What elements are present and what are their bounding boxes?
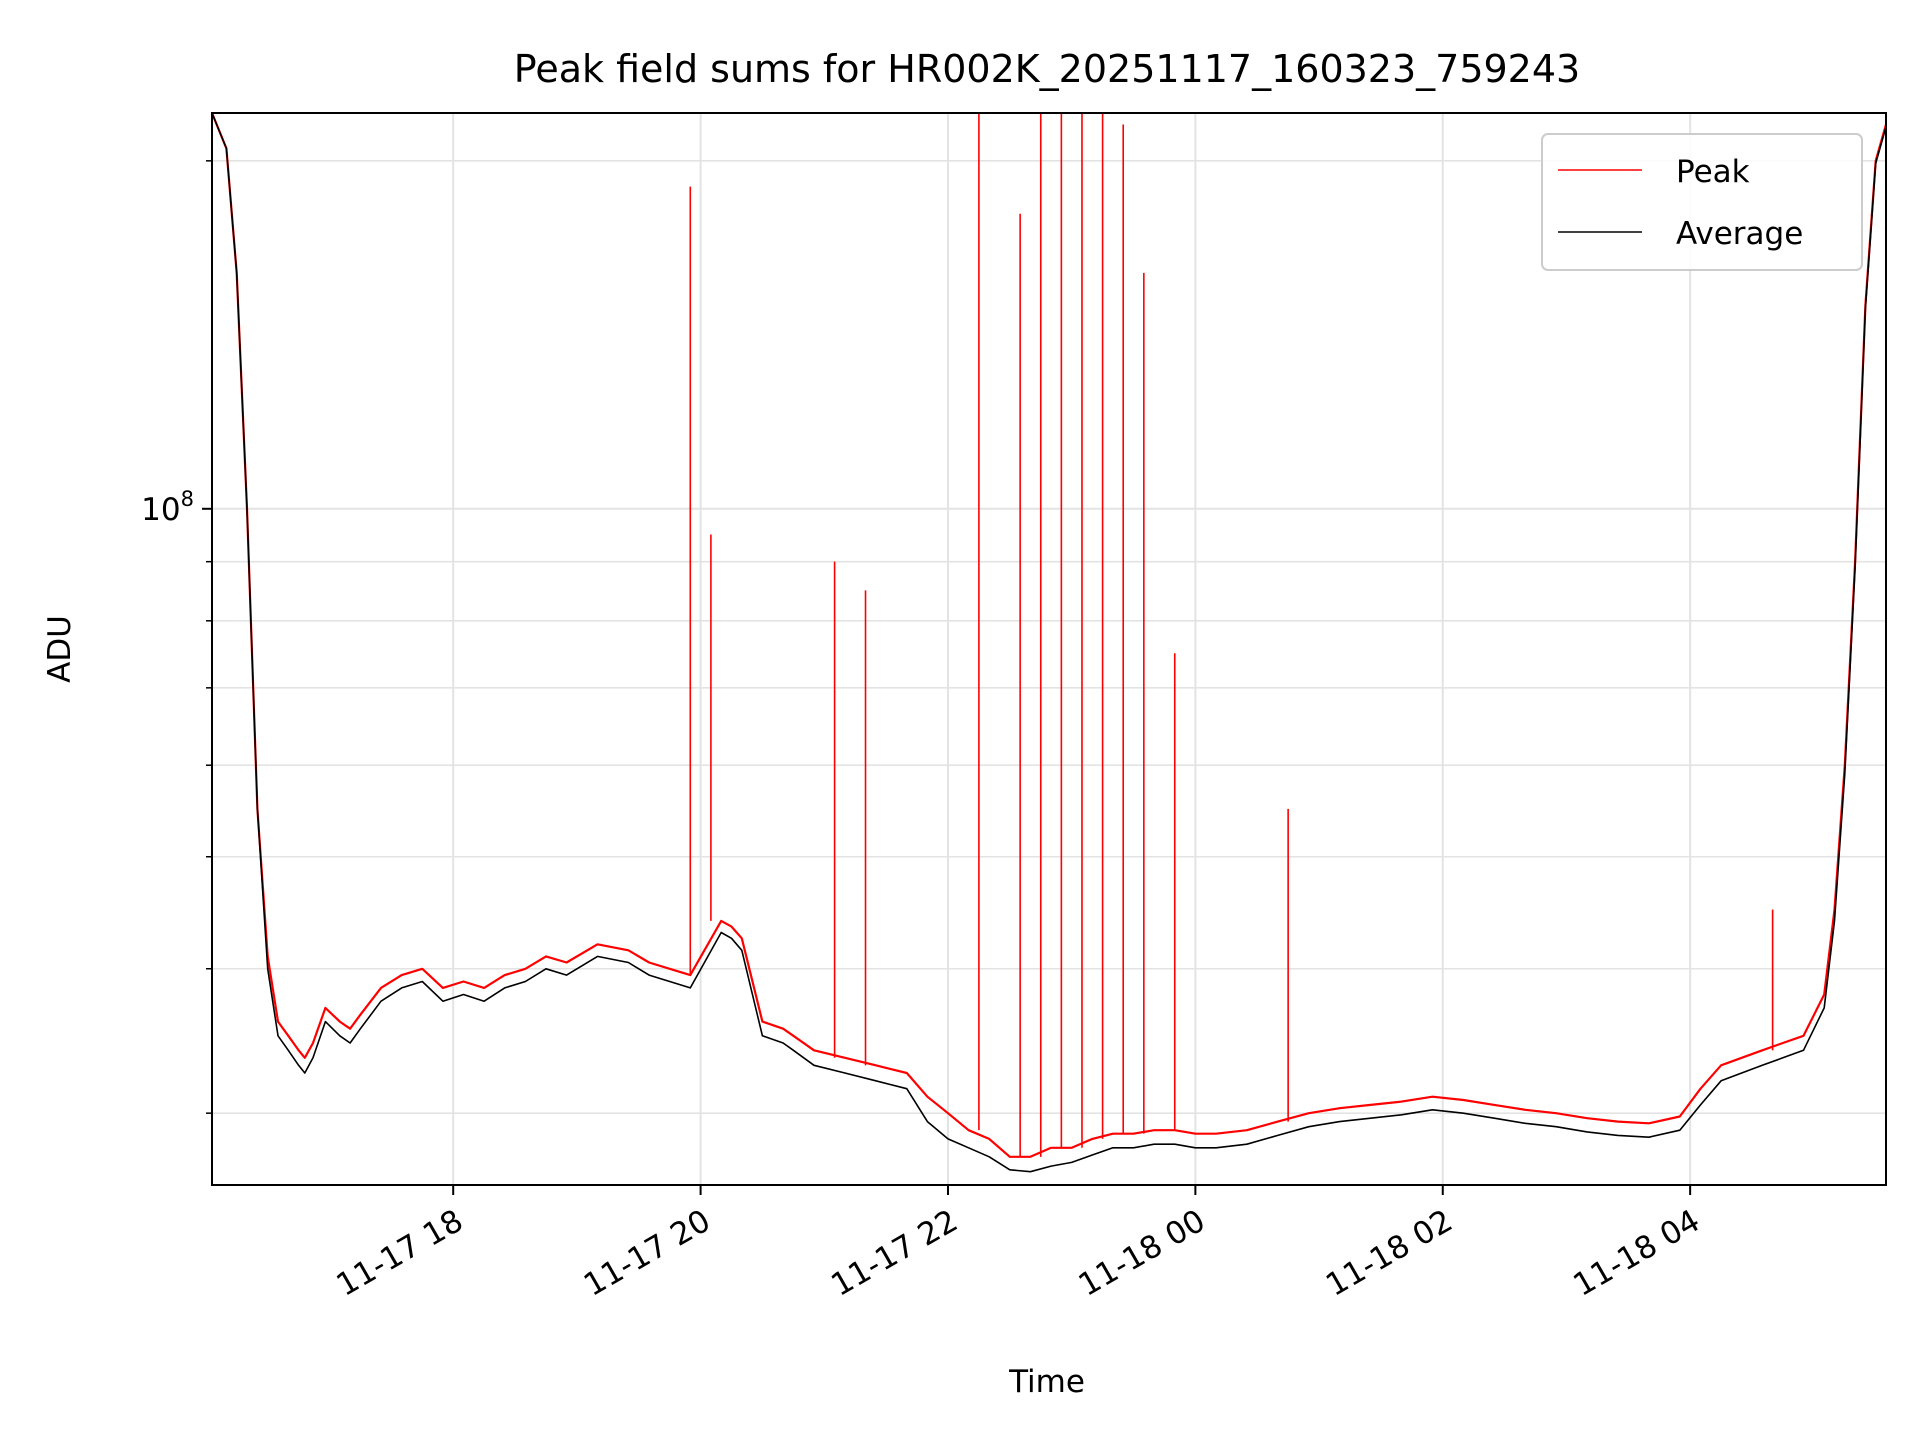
chart-title: Peak field sums for HR002K_20251117_1603… <box>514 47 1580 91</box>
peak-series-line <box>212 113 1886 1158</box>
average-series-line <box>212 113 1886 1173</box>
legend-box <box>1541 133 1863 271</box>
plot-area-frame <box>211 112 1887 1186</box>
legend: Peak Average <box>1541 133 1863 271</box>
legend-label-average: Average <box>1676 216 1803 252</box>
legend-label-peak: Peak <box>1676 154 1750 190</box>
y-axis-label: ADU <box>42 615 78 683</box>
x-axis-label: Time <box>1008 1364 1085 1400</box>
grid-layer <box>212 113 1886 1185</box>
series-layer <box>212 113 1886 1173</box>
